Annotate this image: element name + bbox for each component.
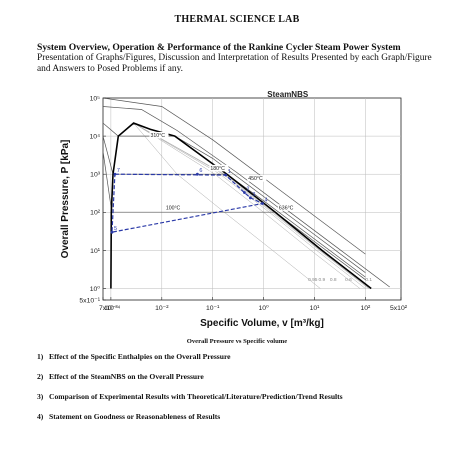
- isotherm-label: 310°C: [150, 133, 165, 139]
- state-point-label: 1: [228, 169, 231, 175]
- state-point-label: 4: [264, 198, 267, 204]
- x-tick-label: 10⁻²: [155, 305, 169, 312]
- x-tick-label: 10⁰: [258, 305, 269, 312]
- state-point: [248, 196, 252, 200]
- isotherm-label: 100°C: [166, 205, 181, 211]
- pv-diagram-figure: 1 2 3 4 5 6 7 310°C 180°C 100°C 450°C 636°C 0.95 0.9 0…: [56, 88, 416, 338]
- isotherm-label: 636°C: [279, 205, 294, 211]
- chart-title: SteamNBS: [267, 90, 309, 99]
- x-axis-label: Specific Volume, v [m³/kg]: [200, 318, 324, 329]
- isotherm-label: 180°C: [210, 166, 225, 172]
- isotherm-line: [103, 106, 390, 288]
- state-point: [195, 172, 199, 176]
- state-point: [110, 230, 114, 234]
- x-tick-label: 10⁻³: [104, 305, 118, 312]
- question-text: Statement on Goodness or Reasonableness …: [49, 412, 221, 421]
- state-point-label: 6: [199, 168, 202, 174]
- figure-caption: Overall Pressure vs Specific volume: [186, 338, 288, 345]
- state-point: [261, 202, 264, 205]
- y-tick-label: 10¹: [90, 248, 101, 255]
- y-tick-label: 10⁰: [90, 286, 101, 293]
- state-point-label: 5: [114, 226, 117, 232]
- quality-label: 0.95: [308, 277, 318, 283]
- question-number: 2): [37, 372, 44, 381]
- question-text: Effect of the SteamNBS on the Overall Pr…: [49, 372, 204, 381]
- quality-label: 0.8: [330, 277, 337, 283]
- question-item: 2) Effect of the SteamNBS on the Overall…: [37, 370, 457, 390]
- x-tick-label: 10²: [361, 305, 372, 312]
- isotherm-label-bg: [164, 204, 184, 211]
- document-intro: Presentation of Graphs/Figures, Discussi…: [37, 53, 432, 74]
- isotherm-label: 450°C: [248, 176, 263, 182]
- isotherm-label-bg: [277, 204, 297, 211]
- state-point-label: 7: [117, 168, 120, 174]
- isotherm-label-bg: [247, 175, 267, 182]
- question-item: 3) Comparison of Experimental Results wi…: [37, 390, 457, 410]
- isotherm-label-bg: [209, 164, 229, 172]
- x-tick-label: 10⁻¹: [206, 305, 220, 312]
- y-tick-label: 5x10⁻¹: [79, 297, 100, 304]
- state-point-label: 2: [246, 187, 249, 193]
- y-tick-label: 10³: [90, 172, 101, 179]
- saturation-dome: [110, 122, 372, 290]
- quality-label: 0.6: [345, 277, 352, 283]
- y-axis-label: Overall Pressure, P [kPa]: [60, 140, 71, 259]
- x-tick-label: 5x10²: [390, 305, 408, 312]
- quality-label: 0.9: [319, 277, 326, 283]
- question-item: 1) Effect of the Specific Enthalpies on …: [37, 350, 457, 370]
- question-number: 4): [37, 412, 44, 421]
- y-tick-label: 10⁴: [90, 134, 101, 141]
- x-tick-label: 7x10⁻⁴: [99, 305, 120, 312]
- y-tick-label: 10²: [90, 210, 101, 217]
- state-point: [113, 172, 117, 176]
- isotherm-line: [103, 98, 366, 255]
- isotherm-line: [103, 136, 366, 278]
- state-point: [243, 191, 246, 194]
- state-point: [224, 173, 228, 177]
- y-tick-label: 10⁵: [90, 95, 101, 102]
- document-subtitle: System Overview, Operation & Performance…: [37, 42, 401, 53]
- question-text: Comparison of Experimental Results with …: [49, 392, 343, 401]
- question-number: 3): [37, 392, 44, 401]
- question-item: 4) Statement on Goodness or Reasonablene…: [37, 410, 457, 430]
- quality-label: 0.1: [365, 277, 372, 283]
- state-point-label: 3: [252, 192, 255, 198]
- isotherm-label-bg: [149, 131, 169, 139]
- x-tick-label: 10¹: [310, 305, 321, 312]
- question-text: Effect of the Specific Enthalpies on the…: [49, 352, 231, 361]
- question-list: 1) Effect of the Specific Enthalpies on …: [37, 350, 457, 430]
- question-number: 1): [37, 352, 44, 361]
- page-title: THERMAL SCIENCE LAB: [174, 14, 300, 25]
